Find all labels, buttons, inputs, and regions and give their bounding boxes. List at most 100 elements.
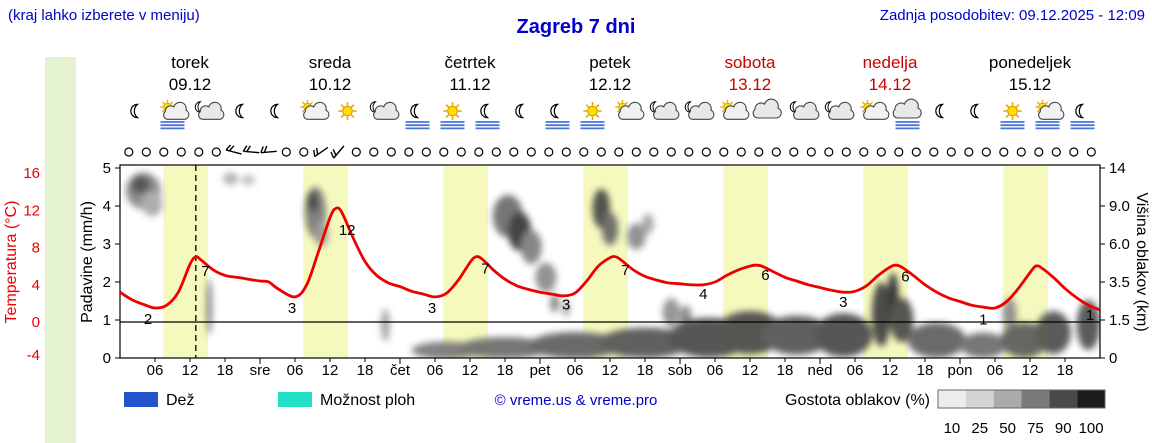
x-hour-label: 12 <box>882 362 899 379</box>
rain-legend-swatch <box>124 392 158 407</box>
weather-icon-fog-sun <box>1000 102 1025 130</box>
weather-icon-cloud-moon <box>684 101 715 120</box>
x-hour-label: 12 <box>742 362 759 379</box>
x-hour-label: 18 <box>217 362 234 379</box>
wind-calm-icon <box>491 147 501 157</box>
cloud-blob <box>241 174 255 186</box>
temperature-value-label: 3 <box>839 294 847 311</box>
weather-icon-sun-cloud <box>860 99 890 120</box>
wind-calm-icon <box>1034 147 1044 157</box>
x-hour-label: 06 <box>987 362 1004 379</box>
wind-calm-icon <box>1016 147 1026 157</box>
x-day-label: čet <box>390 362 411 379</box>
moon-icon <box>1075 103 1085 119</box>
weather-icon-cloud <box>752 98 782 119</box>
precip-axis-title: Padavine (mm/h) <box>79 201 96 323</box>
cloud-scale-swatch <box>1077 390 1105 408</box>
wind-calm-icon <box>211 147 221 157</box>
temperature-value-label: 2 <box>144 311 152 328</box>
temperature-value-label: 6 <box>901 268 909 285</box>
wind-calm-icon <box>666 147 676 157</box>
wind-calm-icon <box>561 147 571 157</box>
wind-calm-icon <box>859 147 869 157</box>
weather-icons-row <box>130 98 1095 130</box>
weather-icon-fog-sun-cloud <box>1035 99 1065 130</box>
x-hour-label: 18 <box>1057 362 1074 379</box>
wind-calm-icon <box>719 147 729 157</box>
weather-icon-sun-cloud <box>615 99 645 120</box>
weather-icon-cloud-moon <box>789 101 820 120</box>
temp-tick-label: -4 <box>27 347 40 364</box>
wind-calm-icon <box>124 147 134 157</box>
wind-calm-icon <box>176 147 186 157</box>
cloud-tick-label: 0 <box>1109 350 1117 367</box>
temperature-value-label: 3 <box>562 297 570 314</box>
cloud-scale-value: 100 <box>1079 420 1104 437</box>
temperature-value-label: 12 <box>339 222 356 239</box>
location-menu-hint[interactable]: (kraj lahko izberete v meniju) <box>8 7 200 24</box>
temperature-value-label: 6 <box>761 267 769 284</box>
sun-icon <box>338 102 357 120</box>
day-name: torek <box>171 53 209 72</box>
moon-icon <box>515 103 525 119</box>
wind-calm-icon <box>439 147 449 157</box>
x-hour-label: 18 <box>777 362 794 379</box>
cloud-blob <box>458 337 552 358</box>
weather-icon-sun <box>338 102 357 120</box>
day-headers: torek 09.12 sreda 10.12 četrtek 11.12 petek 12.… <box>169 53 1072 94</box>
cloud-icon <box>618 101 645 120</box>
wind-calm-icon <box>649 147 659 157</box>
wind-calm-icon <box>1051 147 1061 157</box>
wind-calm-icon <box>544 147 554 157</box>
wind-calm-icon <box>369 147 379 157</box>
wind-calm-icon <box>404 147 414 157</box>
wind-barb-icon <box>242 145 260 154</box>
cloud-blob <box>206 278 213 336</box>
day-name: sobota <box>724 53 776 72</box>
temp-tick-label: 8 <box>32 240 40 257</box>
cloud-blob <box>626 223 646 250</box>
x-day-label: sre <box>250 362 271 379</box>
weather-icon-fog-moon <box>545 103 570 130</box>
wind-calm-icon <box>981 147 991 157</box>
cloud-icon <box>793 101 820 120</box>
cloud-scale-value: 75 <box>1027 420 1044 437</box>
x-hour-label: 18 <box>357 362 374 379</box>
cloud-icon <box>1038 101 1065 120</box>
day-name: ponedeljek <box>989 53 1072 72</box>
weather-icon-moon <box>270 103 280 119</box>
wind-calm-icon <box>474 147 484 157</box>
copyright-link[interactable]: © vreme.us & vreme.pro <box>495 392 658 409</box>
temperature-axis-title: Temperatura (°C) <box>3 201 20 324</box>
cloud-blob <box>662 298 680 327</box>
weather-icon-fog-moon <box>405 103 430 130</box>
precip-tick-label: 2 <box>103 274 111 291</box>
day-date: 11.12 <box>449 75 490 94</box>
x-hour-label: 12 <box>1022 362 1039 379</box>
cloud-icon <box>892 98 922 119</box>
x-hour-label: 12 <box>462 362 479 379</box>
cloud-blob <box>890 297 914 343</box>
wind-calm-icon <box>509 147 519 157</box>
temp-tick-label: 12 <box>23 202 40 219</box>
wind-calm-icon <box>946 147 956 157</box>
day-date: 12.12 <box>589 75 632 94</box>
precip-tick-label: 5 <box>103 160 111 177</box>
moon-icon <box>130 103 140 119</box>
sun-icon <box>443 102 462 120</box>
x-day-label: sob <box>668 362 692 379</box>
cloud-blob <box>562 301 570 317</box>
x-hour-label: 06 <box>567 362 584 379</box>
cloud-density-legend-label: Gostota oblakov (%) <box>785 392 930 409</box>
daylight-band <box>443 165 489 358</box>
cloud-blob <box>1002 297 1017 332</box>
cloud-icon <box>828 101 855 120</box>
wind-calm-icon <box>964 147 974 157</box>
cloud-scale-swatch <box>965 390 994 408</box>
day-date: 14.12 <box>869 75 912 94</box>
temperature-value-label: 7 <box>481 260 489 277</box>
wind-barb-icon <box>330 145 345 159</box>
wind-calm-icon <box>701 147 711 157</box>
wind-calm-icon <box>159 147 169 157</box>
cloud-scale-value: 25 <box>971 420 988 437</box>
